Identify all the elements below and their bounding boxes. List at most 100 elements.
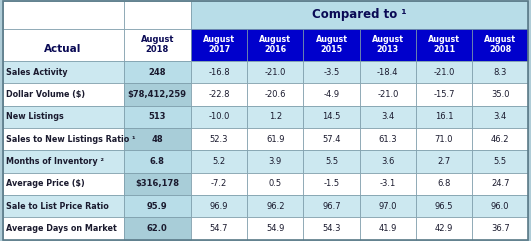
Text: Sales to New Listings Ratio ¹: Sales to New Listings Ratio ¹ <box>6 135 136 144</box>
Bar <box>359 173 416 195</box>
Text: 97.0: 97.0 <box>379 202 397 211</box>
Text: 61.3: 61.3 <box>379 135 397 144</box>
Text: -15.7: -15.7 <box>433 90 455 99</box>
Bar <box>191 150 247 173</box>
Bar <box>124 1 191 29</box>
Text: 6.8: 6.8 <box>438 179 451 188</box>
Text: -18.4: -18.4 <box>377 67 399 77</box>
Text: -10.0: -10.0 <box>209 112 230 121</box>
Bar <box>472 83 528 106</box>
Text: 54.3: 54.3 <box>322 224 341 233</box>
Bar <box>3 83 124 106</box>
Text: 5.2: 5.2 <box>212 157 226 166</box>
Bar <box>359 61 416 83</box>
Text: 96.2: 96.2 <box>266 202 285 211</box>
Bar <box>124 195 191 217</box>
Bar <box>191 83 247 106</box>
Bar <box>247 106 303 128</box>
Text: 61.9: 61.9 <box>266 135 285 144</box>
Text: -1.5: -1.5 <box>323 179 340 188</box>
Bar <box>191 1 528 29</box>
Text: -20.6: -20.6 <box>264 90 286 99</box>
Text: -3.1: -3.1 <box>380 179 396 188</box>
Bar <box>416 61 472 83</box>
Text: 1.2: 1.2 <box>269 112 282 121</box>
Text: 513: 513 <box>149 112 166 121</box>
Text: -3.5: -3.5 <box>323 67 340 77</box>
Text: -21.0: -21.0 <box>433 67 455 77</box>
Text: 41.9: 41.9 <box>379 224 397 233</box>
Text: Dollar Volume ($): Dollar Volume ($) <box>6 90 85 99</box>
Text: -22.8: -22.8 <box>208 90 230 99</box>
Text: 5.5: 5.5 <box>494 157 507 166</box>
Text: -16.8: -16.8 <box>208 67 230 77</box>
Text: Actual: Actual <box>45 44 82 54</box>
Bar <box>359 29 416 61</box>
Text: August
2018: August 2018 <box>141 35 174 54</box>
Text: Months of Inventory ²: Months of Inventory ² <box>6 157 105 166</box>
Bar <box>124 61 191 83</box>
Text: 42.9: 42.9 <box>435 224 453 233</box>
Bar <box>247 195 303 217</box>
Bar <box>191 29 247 61</box>
Bar <box>472 150 528 173</box>
Text: August
2011: August 2011 <box>428 35 460 54</box>
Bar <box>359 83 416 106</box>
Bar <box>472 106 528 128</box>
Bar <box>3 173 124 195</box>
Bar <box>247 173 303 195</box>
Bar <box>124 150 191 173</box>
Text: 3.4: 3.4 <box>381 112 395 121</box>
Bar <box>416 83 472 106</box>
Text: 0.5: 0.5 <box>269 179 282 188</box>
Text: August
2013: August 2013 <box>372 35 404 54</box>
Bar <box>359 195 416 217</box>
Text: 96.9: 96.9 <box>210 202 228 211</box>
Bar <box>124 83 191 106</box>
Text: 96.0: 96.0 <box>491 202 509 211</box>
Bar <box>359 106 416 128</box>
Bar <box>124 173 191 195</box>
Bar <box>303 195 359 217</box>
Text: -21.0: -21.0 <box>377 90 398 99</box>
Text: Average Price ($): Average Price ($) <box>6 179 85 188</box>
Bar <box>191 61 247 83</box>
Bar <box>416 106 472 128</box>
Text: 6.8: 6.8 <box>150 157 165 166</box>
Text: -4.9: -4.9 <box>323 90 340 99</box>
Text: 46.2: 46.2 <box>491 135 509 144</box>
Bar <box>191 173 247 195</box>
Text: 2.7: 2.7 <box>438 157 451 166</box>
Text: August
2008: August 2008 <box>484 35 516 54</box>
Bar <box>3 217 124 240</box>
Bar <box>191 195 247 217</box>
Text: August
2016: August 2016 <box>259 35 292 54</box>
Text: 248: 248 <box>149 67 166 77</box>
Bar <box>247 217 303 240</box>
Text: 57.4: 57.4 <box>322 135 341 144</box>
Bar <box>472 195 528 217</box>
Text: 16.1: 16.1 <box>435 112 453 121</box>
Bar <box>3 61 124 83</box>
Bar <box>472 61 528 83</box>
Bar <box>416 217 472 240</box>
Bar <box>247 150 303 173</box>
Bar <box>303 217 359 240</box>
Text: $78,412,259: $78,412,259 <box>128 90 187 99</box>
Text: 54.9: 54.9 <box>266 224 285 233</box>
Text: 71.0: 71.0 <box>435 135 453 144</box>
Bar <box>124 29 191 61</box>
Text: 3.6: 3.6 <box>381 157 395 166</box>
Bar <box>247 83 303 106</box>
Bar <box>472 29 528 61</box>
Bar <box>3 106 124 128</box>
Bar <box>191 128 247 150</box>
Text: 8.3: 8.3 <box>493 67 507 77</box>
Bar <box>416 173 472 195</box>
Bar <box>247 61 303 83</box>
Bar <box>472 128 528 150</box>
Bar <box>124 106 191 128</box>
Text: August
2017: August 2017 <box>203 35 235 54</box>
Text: 48: 48 <box>151 135 163 144</box>
Text: 35.0: 35.0 <box>491 90 509 99</box>
